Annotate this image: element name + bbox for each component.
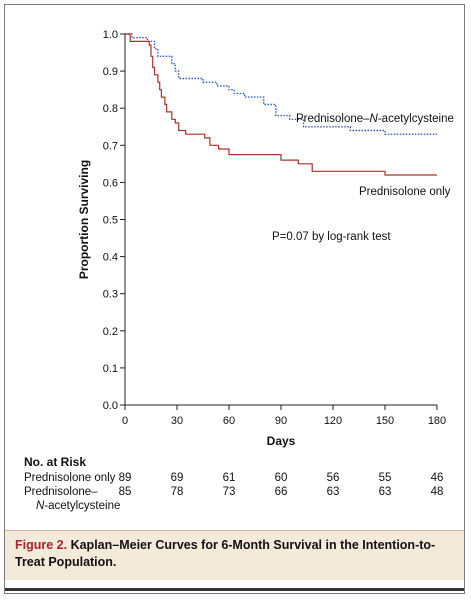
y-tick-label: 0.8 [103,103,118,115]
x-tick-label: 0 [122,415,128,427]
risk-value: 89 [118,472,132,484]
risk-value: 46 [430,472,444,484]
x-tick-label: 150 [376,415,394,427]
risk-value: 63 [326,486,340,498]
y-tick-label: 0.7 [103,140,118,152]
risk-value: 63 [378,486,392,498]
risk-value: 78 [170,486,184,498]
x-tick-label: 30 [171,415,183,427]
pvalue-annotation: P=0.07 by log-rank test [272,231,391,243]
figure-caption-text: Kaplan–Meier Curves for 6-Month Survival… [15,538,436,569]
y-tick-label: 0.5 [103,215,118,227]
series-line-pred-nac [125,33,437,135]
x-tick-label: 120 [324,415,342,427]
risk-table-title: No. at Risk [24,455,87,469]
risk-value: 69 [170,472,184,484]
risk-value: 73 [222,486,236,498]
x-axis-title: Days [267,434,296,448]
y-tick-label: 0.0 [103,400,118,412]
risk-value: 66 [274,486,288,498]
y-axis-title: Proportion Surviving [77,160,91,279]
x-tick-label: 180 [428,415,446,427]
risk-value: 56 [326,472,340,484]
series-label-pred-nac: Prednisolone–N-acetylcysteine [296,113,454,125]
y-tick-label: 1.0 [103,29,118,41]
risk-value: 60 [274,472,288,484]
risk-value: 55 [378,472,392,484]
figure-label: Figure 2. [15,538,68,552]
figure-frame [4,4,465,594]
y-tick-label: 0.4 [103,252,118,264]
x-tick-label: 60 [223,415,235,427]
risk-value: 48 [430,486,444,498]
y-tick-label: 0.3 [103,289,118,301]
y-tick-label: 0.1 [103,363,118,375]
risk-value: 85 [118,486,132,498]
y-tick-label: 0.6 [103,177,118,189]
risk-row-label-prednisolone-only: Prednisolone only [24,472,116,484]
figure-caption: Figure 2. Kaplan–Meier Curves for 6-Mont… [5,530,464,580]
x-tick-label: 90 [275,415,287,427]
risk-value: 61 [222,472,236,484]
y-tick-label: 0.2 [103,326,118,338]
risk-row-label-pred-nac-line2: N-acetylcysteine [36,500,121,512]
y-tick-label: 0.9 [103,66,118,78]
series-label-pred-only: Prednisolone only [359,186,451,198]
bottom-rule [5,588,464,591]
risk-row-label-pred-nac: Prednisolone– [24,486,98,498]
series-line-pred-only [125,33,437,176]
